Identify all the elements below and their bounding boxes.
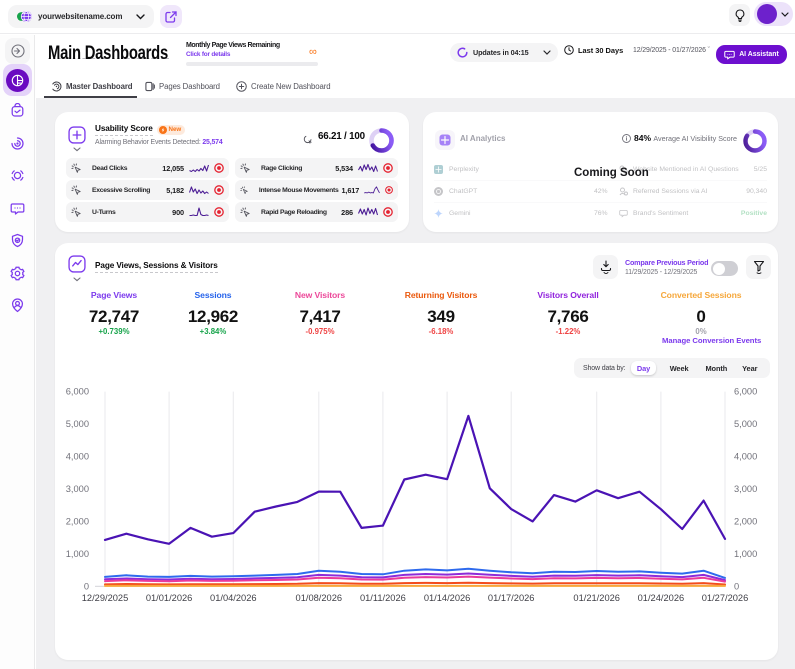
svg-text:01/14/2026: 01/14/2026 (424, 593, 471, 603)
svg-text:0: 0 (734, 581, 739, 591)
svg-text:1,000: 1,000 (66, 549, 89, 559)
svg-text:4,000: 4,000 (66, 452, 89, 462)
svg-text:6,000: 6,000 (66, 387, 89, 397)
svg-text:12/29/2025: 12/29/2025 (82, 593, 129, 603)
svg-text:5,000: 5,000 (734, 419, 757, 429)
svg-text:2,000: 2,000 (734, 516, 757, 526)
svg-text:01/08/2026: 01/08/2026 (296, 593, 343, 603)
svg-text:1,000: 1,000 (734, 549, 757, 559)
svg-text:01/04/2026: 01/04/2026 (210, 593, 257, 603)
svg-text:5,000: 5,000 (66, 419, 89, 429)
svg-text:01/27/2026: 01/27/2026 (702, 593, 749, 603)
svg-text:01/11/2026: 01/11/2026 (360, 593, 406, 603)
svg-text:6,000: 6,000 (734, 387, 757, 397)
svg-text:2,000: 2,000 (66, 516, 89, 526)
svg-text:01/17/2026: 01/17/2026 (488, 593, 535, 603)
svg-text:3,000: 3,000 (734, 484, 757, 494)
svg-text:3,000: 3,000 (66, 484, 89, 494)
svg-text:0: 0 (84, 581, 89, 591)
svg-text:01/21/2026: 01/21/2026 (573, 593, 620, 603)
svg-text:4,000: 4,000 (734, 452, 757, 462)
svg-text:01/24/2026: 01/24/2026 (638, 593, 685, 603)
svg-text:01/01/2026: 01/01/2026 (146, 593, 193, 603)
